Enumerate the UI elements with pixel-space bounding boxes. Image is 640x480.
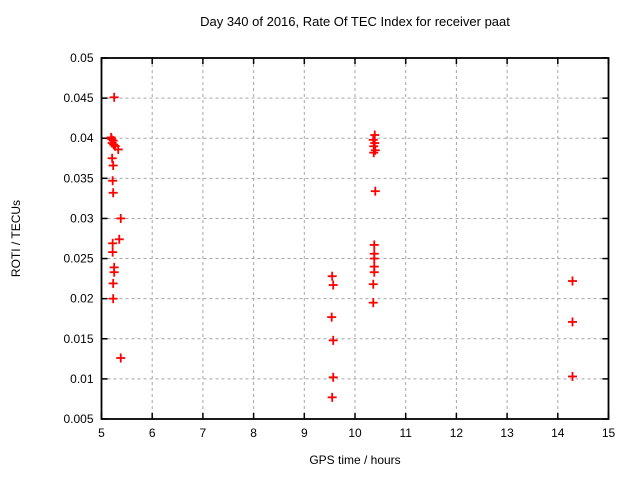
x-tick-label: 7 <box>200 426 207 440</box>
plot-border <box>100 57 610 420</box>
data-point-marker <box>369 240 379 250</box>
data-point-marker <box>107 153 117 163</box>
data-point-marker <box>370 130 380 140</box>
grid-lines <box>101 57 609 420</box>
x-tick-label: 10 <box>348 426 362 440</box>
data-point-marker <box>568 317 578 327</box>
data-point-marker <box>108 247 118 257</box>
x-tick-label: 8 <box>250 426 257 440</box>
data-point-marker <box>116 213 126 223</box>
data-point-marker <box>369 254 379 264</box>
data-point-marker <box>370 186 380 196</box>
data-point-marker <box>368 279 378 289</box>
y-tick-label: 0.03 <box>70 211 94 225</box>
tick-labels: 5 6 7 8 9 10 11 12 13 14 15 0.005 0.01 0.015 0.02 0.025… <box>63 51 615 440</box>
data-point-marker <box>108 278 118 288</box>
y-tick-label: 0.045 <box>63 91 93 105</box>
data-point-marker <box>327 312 337 322</box>
y-tick-label: 0.02 <box>70 292 94 306</box>
data-point-marker <box>108 294 118 304</box>
data-point-marker <box>327 392 337 402</box>
data-point-marker <box>116 353 126 363</box>
x-tick-label: 14 <box>551 426 565 440</box>
data-point-marker <box>368 298 378 308</box>
axes-and-ticks <box>100 57 610 420</box>
data-point-marker <box>568 276 578 286</box>
y-tick-label: 0.025 <box>63 252 93 266</box>
y-tick-label: 0.04 <box>70 131 94 145</box>
x-tick-label: 5 <box>98 426 105 440</box>
y-tick-label: 0.01 <box>70 372 94 386</box>
data-point-marker <box>108 176 118 186</box>
data-point-marker <box>327 271 337 281</box>
x-tick-label: 15 <box>602 426 616 440</box>
chart-title: Day 340 of 2016, Rate Of TEC Index for r… <box>200 14 510 29</box>
x-tick-label: 9 <box>301 426 308 440</box>
x-tick-label: 12 <box>450 426 464 440</box>
data-point-marker <box>108 188 118 198</box>
data-points <box>106 92 578 402</box>
data-point-marker <box>328 372 338 382</box>
data-point-marker <box>109 267 119 277</box>
y-tick-label: 0.015 <box>63 332 93 346</box>
data-point-marker <box>108 238 118 248</box>
x-tick-label: 6 <box>149 426 156 440</box>
x-tick-label: 11 <box>399 426 412 440</box>
y-tick-label: 0.005 <box>63 412 93 426</box>
data-point-marker <box>369 148 379 158</box>
data-point-marker <box>108 160 118 170</box>
data-point-marker <box>109 92 119 102</box>
y-axis-title: ROTI / TECUs <box>9 200 23 277</box>
x-tick-label: 13 <box>500 426 514 440</box>
data-point-marker <box>114 234 124 244</box>
y-tick-label: 0.035 <box>63 171 93 185</box>
data-point-marker <box>369 267 379 277</box>
data-point-marker <box>568 371 578 381</box>
data-point-marker <box>328 280 338 290</box>
y-tick-label: 0.05 <box>70 51 94 65</box>
data-point-marker <box>328 335 338 345</box>
data-point-marker <box>113 144 123 154</box>
x-axis-title: GPS time / hours <box>309 453 400 467</box>
data-point-marker <box>109 140 119 150</box>
